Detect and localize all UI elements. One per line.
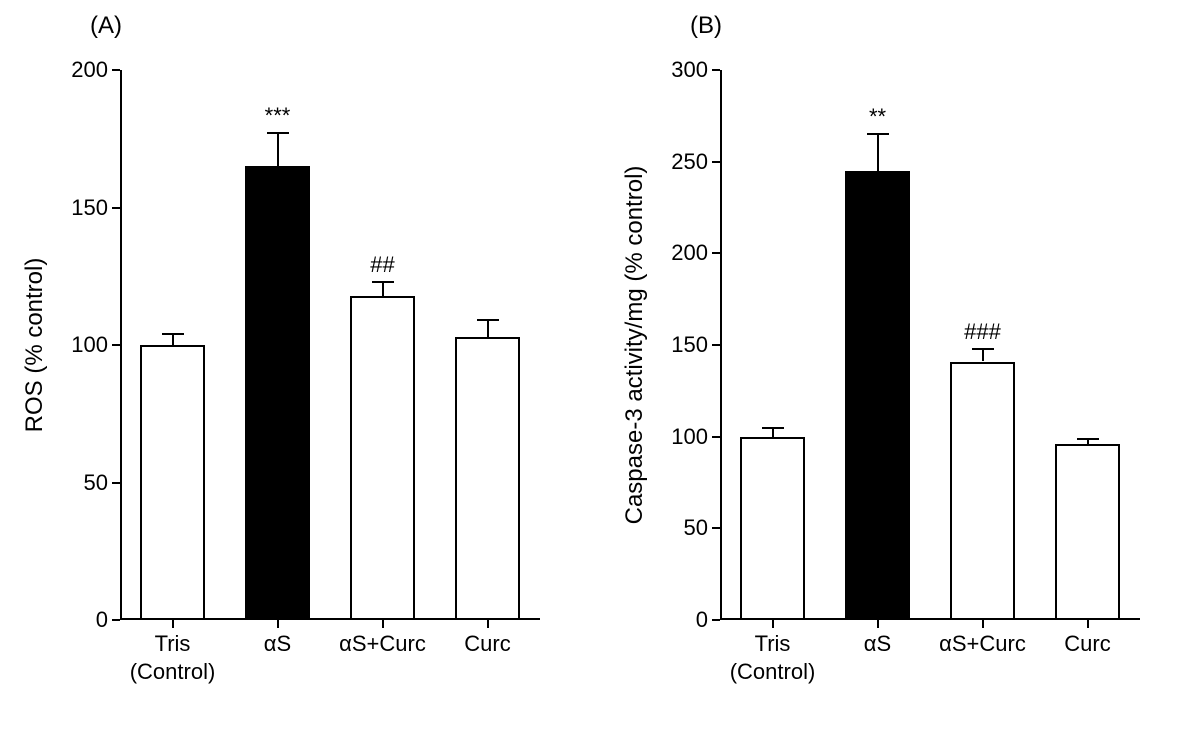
error-bar (382, 282, 384, 296)
y-tick (712, 69, 720, 71)
x-tick-label: αS (864, 630, 891, 658)
plot-area: 050100150200ROS (% control)Tris(Control)… (120, 70, 540, 620)
x-tick (382, 620, 384, 628)
x-tick (172, 620, 174, 628)
plot-area: 050100150200250300Caspase-3 activity/mg … (720, 70, 1140, 620)
y-tick-label: 200 (71, 57, 108, 83)
error-cap (1077, 438, 1099, 440)
error-bar (772, 428, 774, 437)
y-tick (112, 207, 120, 209)
y-tick-label: 100 (71, 332, 108, 358)
x-tick-label: Curc (1064, 630, 1110, 658)
y-tick (712, 252, 720, 254)
y-tick-label: 100 (671, 424, 708, 450)
x-tick-label: αS+Curc (339, 630, 426, 658)
y-tick-label: 0 (696, 607, 708, 633)
bar (140, 345, 205, 620)
x-tick-label: Curc (464, 630, 510, 658)
error-bar (277, 133, 279, 166)
x-tick-label: Tris(Control) (730, 630, 816, 685)
error-cap (477, 319, 499, 321)
significance-label: ### (964, 319, 1001, 345)
significance-label: *** (265, 103, 291, 129)
bar (350, 296, 415, 621)
x-tick-label: αS+Curc (939, 630, 1026, 658)
error-bar (172, 334, 174, 345)
x-tick (277, 620, 279, 628)
error-cap (162, 333, 184, 335)
y-tick (112, 619, 120, 621)
x-tick (982, 620, 984, 628)
x-tick (487, 620, 489, 628)
y-tick-label: 50 (84, 470, 108, 496)
y-tick (112, 69, 120, 71)
y-axis-label: Caspase-3 activity/mg (% control) (621, 166, 649, 525)
bar (740, 437, 805, 620)
y-tick (112, 482, 120, 484)
y-tick (712, 161, 720, 163)
bar (845, 171, 910, 620)
panel-a: (A)050100150200ROS (% control)Tris(Contr… (0, 0, 600, 738)
error-cap (972, 348, 994, 350)
y-tick-label: 200 (671, 240, 708, 266)
significance-label: ## (370, 252, 394, 278)
error-bar (487, 320, 489, 337)
bar (245, 166, 310, 620)
y-axis-label: ROS (% control) (21, 258, 49, 433)
x-tick-label: αS (264, 630, 291, 658)
y-tick (712, 619, 720, 621)
bar (950, 362, 1015, 621)
x-tick (772, 620, 774, 628)
y-axis (720, 70, 722, 620)
y-axis (120, 70, 122, 620)
error-cap (372, 281, 394, 283)
bar (455, 337, 520, 620)
x-tick (877, 620, 879, 628)
x-tick (1087, 620, 1089, 628)
y-tick-label: 50 (684, 515, 708, 541)
panel-label: (B) (690, 12, 722, 40)
error-cap (762, 427, 784, 429)
y-tick (712, 527, 720, 529)
y-tick-label: 150 (71, 195, 108, 221)
panel-b: (B)050100150200250300Caspase-3 activity/… (600, 0, 1200, 738)
y-tick (712, 344, 720, 346)
y-tick (112, 344, 120, 346)
error-cap (867, 133, 889, 135)
y-tick-label: 0 (96, 607, 108, 633)
y-tick-label: 250 (671, 149, 708, 175)
error-bar (982, 349, 984, 362)
x-tick-label: Tris(Control) (130, 630, 216, 685)
y-tick (712, 436, 720, 438)
bar (1055, 444, 1120, 620)
y-tick-label: 150 (671, 332, 708, 358)
significance-label: ** (869, 104, 886, 130)
figure-container: (A)050100150200ROS (% control)Tris(Contr… (0, 0, 1200, 738)
panel-label: (A) (90, 12, 122, 40)
error-bar (877, 134, 879, 171)
error-cap (267, 132, 289, 134)
y-tick-label: 300 (671, 57, 708, 83)
